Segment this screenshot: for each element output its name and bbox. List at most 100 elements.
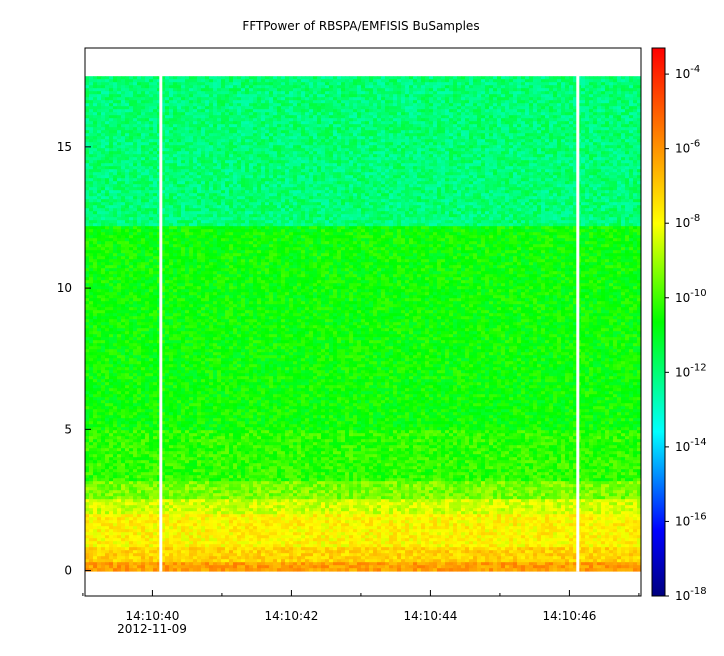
spectrogram-cell [477,127,482,131]
spectrogram-cell [313,76,318,80]
spectrogram-cell [369,127,374,131]
spectrogram-cell [629,145,634,149]
spectrogram-cell [365,157,370,161]
spectrogram-cell [529,166,534,170]
spectrogram-cell [245,127,250,131]
spectrogram-cell [225,151,230,155]
spectrogram-cell [145,130,150,134]
spectrogram-cell [141,76,146,80]
spectrogram-cell [617,127,622,131]
spectrogram-cell [485,79,490,83]
spectrogram-cell [253,154,258,158]
spectrogram-cell [625,163,630,167]
spectrogram-cell [133,112,138,116]
spectrogram-cell [549,85,554,89]
spectrogram-cell [537,109,542,113]
spectrogram-cell [421,136,426,140]
spectrogram-cell [261,160,266,164]
spectrogram-cell [349,94,354,98]
spectrogram-cell [117,76,122,80]
spectrogram-cell [181,139,186,143]
spectrogram-cell [377,97,382,101]
spectrogram-cell [481,100,486,104]
spectrogram-cell [345,82,350,86]
spectrogram-cell [569,88,574,92]
spectrogram-cell [349,133,354,137]
spectrogram-cell [433,85,438,89]
spectrogram-cell [377,151,382,155]
spectrogram-cell [633,115,638,119]
spectrogram-cell [189,106,194,110]
spectrogram-cell [261,178,266,182]
spectrogram-cell [417,181,422,185]
spectrogram-cell [569,109,574,113]
spectrogram-cell [473,154,478,158]
spectrogram-cell [461,100,466,104]
spectrogram-cell [309,142,314,146]
spectrogram-cell [325,175,330,179]
spectrogram-cell [497,160,502,164]
spectrogram-cell [637,127,642,131]
spectrogram-cell [521,115,526,119]
spectrogram-cell [293,124,298,128]
spectrogram-cell [293,154,298,158]
spectrogram-cell [409,112,414,116]
spectrogram-cell [133,175,138,179]
spectrogram-cell [109,94,114,98]
spectrogram-cell [177,160,182,164]
spectrogram-cell [549,103,554,107]
spectrogram-cell [213,103,218,107]
spectrogram-cell [377,157,382,161]
spectrogram-cell [553,151,558,155]
spectrogram-cell [221,79,226,83]
spectrogram-cell [397,157,402,161]
spectrogram-cell [273,136,278,140]
spectrogram-cell [197,127,202,131]
spectrogram-cell [349,148,354,152]
spectrogram-cell [505,181,510,185]
spectrogram-cell [209,181,214,185]
spectrogram-cell [233,100,238,104]
spectrogram-cell [221,166,226,170]
spectrogram-cell [257,127,262,131]
spectrogram-cell [485,130,490,134]
spectrogram-cell [481,178,486,182]
spectrogram-cell [133,139,138,143]
spectrogram-cell [413,121,418,125]
spectrogram-cell [557,172,562,176]
spectrogram-cell [453,148,458,152]
spectrogram-cell [313,178,318,182]
spectrogram-cell [225,94,230,98]
spectrogram-cell [489,139,494,143]
spectrogram-cell [449,151,454,155]
spectrogram-cell [89,172,94,176]
spectrogram-cell [349,109,354,113]
spectrogram-cell [321,154,326,158]
spectrogram-cell [121,151,126,155]
spectrogram-cell [465,169,470,173]
spectrogram-cell [625,154,630,158]
spectrogram-cell [601,172,606,176]
spectrogram-cell [437,124,442,128]
spectrogram-cell [313,148,318,152]
spectrogram-cell [189,139,194,143]
spectrogram-cell [129,166,134,170]
spectrogram-cell [629,115,634,119]
spectrogram-cell [573,127,578,131]
spectrogram-cell [329,127,334,131]
spectrogram-cell [621,145,626,149]
spectrogram-cell [161,100,166,104]
spectrogram-cell [581,148,586,152]
spectrogram-cell [629,82,634,86]
spectrogram-cell [509,163,514,167]
spectrogram-cell [241,151,246,155]
spectrogram-cell [177,127,182,131]
spectrogram-cell [573,115,578,119]
spectrogram-cell [513,103,518,107]
spectrogram-cell [313,103,318,107]
spectrogram-cell [197,112,202,116]
spectrogram-cell [137,97,142,101]
spectrogram-cell [445,178,450,182]
spectrogram-cell [537,157,542,161]
spectrogram-cell [349,136,354,140]
